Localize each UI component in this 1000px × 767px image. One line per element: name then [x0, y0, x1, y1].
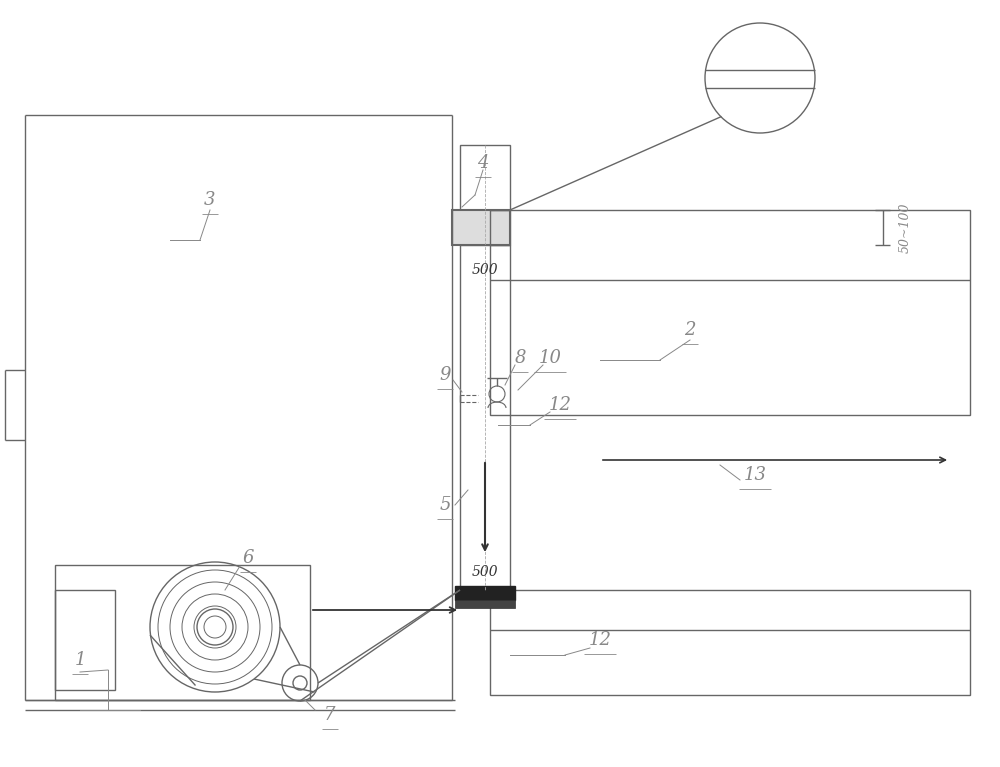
Text: 13: 13	[744, 466, 767, 484]
Text: 8: 8	[514, 349, 526, 367]
Text: 7: 7	[324, 706, 336, 724]
Text: 12: 12	[588, 631, 612, 649]
Bar	[455, 600, 515, 608]
Text: 500: 500	[472, 565, 498, 579]
Text: 50~100: 50~100	[898, 202, 912, 253]
Text: 9: 9	[439, 366, 451, 384]
Text: 6: 6	[242, 549, 254, 567]
Text: 3: 3	[204, 191, 216, 209]
Text: 1: 1	[74, 651, 86, 669]
Bar	[460, 145, 510, 590]
Text: 2: 2	[684, 321, 696, 339]
Bar	[455, 586, 515, 600]
Bar	[55, 565, 310, 700]
Text: 500: 500	[472, 263, 498, 277]
Text: 10: 10	[538, 349, 562, 367]
Text: 4: 4	[477, 154, 489, 172]
Bar	[490, 590, 970, 695]
Text: 5: 5	[439, 496, 451, 514]
Bar	[55, 590, 115, 690]
Bar	[452, 210, 510, 245]
Text: 12: 12	[548, 396, 572, 414]
Bar	[490, 210, 970, 415]
